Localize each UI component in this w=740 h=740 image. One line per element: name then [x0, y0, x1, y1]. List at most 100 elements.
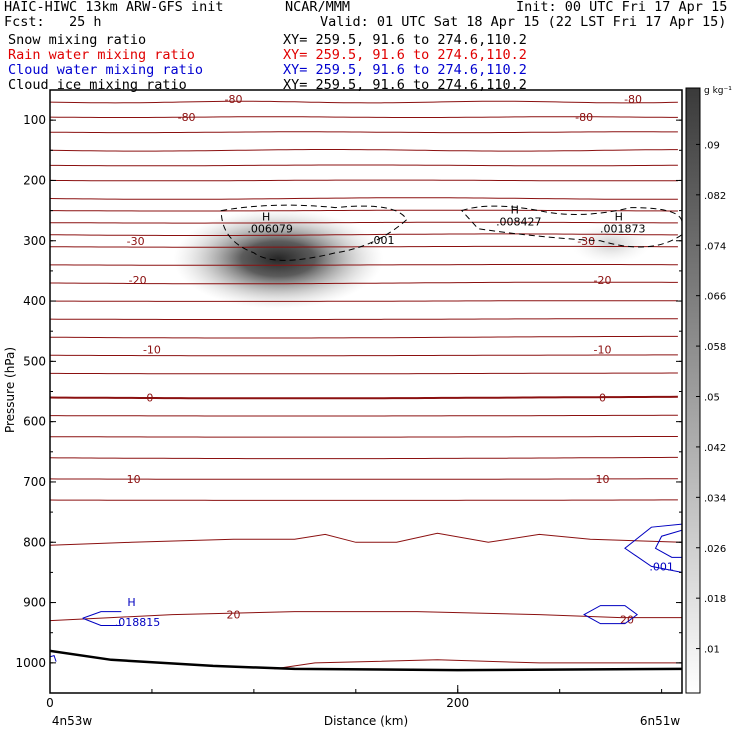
header-valid: Valid: 01 UTC Sat 18 Apr 15 (22 LST Fri … — [320, 14, 727, 30]
x-end-label-left: 4n53w — [52, 714, 93, 728]
colorbar-tick-label: .01 — [704, 645, 720, 656]
y-tick-label: 300 — [23, 234, 46, 248]
cloudwater-contour — [82, 611, 122, 626]
x-tick-label: 200 — [446, 696, 469, 710]
temperature-contour — [50, 300, 678, 302]
temperature-label: -30 — [127, 235, 145, 248]
field-snow-name: Snow mixing ratio — [8, 32, 147, 48]
temperature-label: -20 — [129, 274, 147, 287]
cloudwater-contour — [583, 605, 638, 625]
snow-max-marker: H — [262, 210, 270, 223]
temperature-contour — [274, 659, 682, 670]
cloudwater-contour — [50, 654, 57, 662]
field-cloudice-xy: XY= 259.5, 91.6 to 274.6,110.2 — [283, 77, 527, 93]
temperature-contour — [50, 116, 678, 118]
colorbar: .01 .018 .026 .034 .042 .05 .058 .066 .074 .082 .0… — [685, 86, 732, 694]
temperature-contour — [50, 100, 678, 104]
temperature-contour — [50, 245, 678, 248]
y-tick-label: 1000 — [15, 656, 46, 670]
colorbar-tick-label: .058 — [704, 342, 726, 353]
temperature-label: -80 — [224, 93, 242, 106]
cloudwater-contour — [624, 523, 682, 573]
x-axis-label: Distance (km) — [324, 714, 408, 728]
header-init: Init: 00 UTC Fri 17 Apr 15 — [516, 0, 728, 15]
temperature-contour — [50, 414, 678, 417]
temperature-contour — [50, 499, 678, 501]
y-tick-label: 800 — [23, 535, 46, 549]
snow-contour — [220, 204, 408, 261]
cloudwater-max-marker: H — [127, 596, 135, 609]
temperature-contour — [50, 532, 682, 546]
cloudwater-contour-label: .001 — [649, 560, 674, 573]
field-cloudice-name: Cloud ice mixing ratio — [8, 77, 187, 93]
y-tick-label: 700 — [23, 475, 46, 489]
colorbar-tick-label: .018 — [704, 594, 726, 605]
temperature-contour — [50, 197, 678, 200]
snow-max-value: .008427 — [496, 216, 542, 229]
y-tick-label: 500 — [23, 354, 46, 368]
temperature-label: 0 — [146, 392, 153, 405]
snow-max-value: .006079 — [247, 222, 293, 235]
snow-contour — [460, 205, 682, 248]
y-axis-label: Pressure (hPa) — [3, 347, 17, 433]
colorbar-tick-label: .042 — [704, 443, 726, 454]
terrain-line — [50, 649, 682, 672]
field-rain-xy: XY= 259.5, 91.6 to 274.6,110.2 — [283, 47, 527, 63]
temperature-contour — [50, 281, 678, 285]
header-forecast: Fcst: 25 h — [4, 14, 102, 30]
temperature-contour — [50, 209, 678, 212]
temperature-label: -80 — [178, 111, 196, 124]
temperature-contour — [50, 395, 678, 400]
temperature-label: 20 — [226, 609, 240, 622]
temperature-contour — [50, 233, 678, 236]
temperature-label: -30 — [577, 235, 595, 248]
field-snow-xy: XY= 259.5, 91.6 to 274.6,110.2 — [283, 32, 527, 48]
temperature-label: -10 — [143, 343, 161, 356]
temperature-contour — [50, 221, 678, 224]
temperature-label: -10 — [594, 343, 612, 356]
temperature-contour — [50, 164, 678, 167]
temperature-label: 10 — [595, 473, 609, 486]
temperature-label: -80 — [624, 93, 642, 106]
colorbar-tick-label: .05 — [704, 393, 720, 404]
y-tick-label: 200 — [23, 173, 46, 187]
field-cloudwater-xy: XY= 259.5, 91.6 to 274.6,110.2 — [283, 62, 527, 78]
x-end-label-right: 6n51w — [640, 714, 681, 728]
temperature-contour — [50, 131, 678, 134]
temperature-contour — [50, 179, 678, 182]
header-title: HAIC-HIWC 13km ARW-GFS init — [4, 0, 224, 15]
temperature-label: 20 — [620, 613, 634, 626]
temperature-contour — [50, 372, 678, 375]
y-tick-label: 900 — [23, 596, 46, 610]
temperature-label: 0 — [599, 392, 606, 405]
y-tick-label: 100 — [23, 113, 46, 127]
colorbar-tick-label: .074 — [704, 241, 726, 252]
temperature-label: -80 — [575, 111, 593, 124]
snow-max-marker: H — [615, 210, 623, 223]
snow-max-marker: H — [511, 204, 519, 217]
field-rain-name: Rain water mixing ratio — [8, 47, 195, 63]
temperature-contour — [50, 436, 678, 438]
y-tick-label: 600 — [23, 415, 46, 429]
temperature-contour — [50, 611, 682, 622]
colorbar-tick-label: .066 — [704, 292, 726, 303]
colorbar-tick-label: .026 — [704, 544, 726, 555]
colorbar-tick-label: .082 — [704, 191, 726, 202]
snow-contour-label: .001 — [370, 234, 395, 247]
temperature-label: 10 — [127, 473, 141, 486]
temperature-label: -20 — [594, 274, 612, 287]
colorbar-tick-label: .09 — [704, 140, 720, 151]
temperature-contour — [50, 318, 678, 320]
temperature-contour — [50, 264, 678, 266]
temperature-contour — [50, 335, 678, 339]
snow-max-value: .001873 — [600, 222, 646, 235]
header-center: NCAR/MMM — [285, 0, 351, 15]
colorbar-tick-label: .034 — [704, 493, 726, 504]
temperature-contour — [50, 354, 678, 357]
temperature-contour — [50, 456, 678, 460]
colorbar-unit: g kg⁻¹ — [704, 86, 732, 96]
cloudwater-max-value: .018815 — [115, 616, 161, 629]
colorbar-ramp — [685, 87, 701, 694]
